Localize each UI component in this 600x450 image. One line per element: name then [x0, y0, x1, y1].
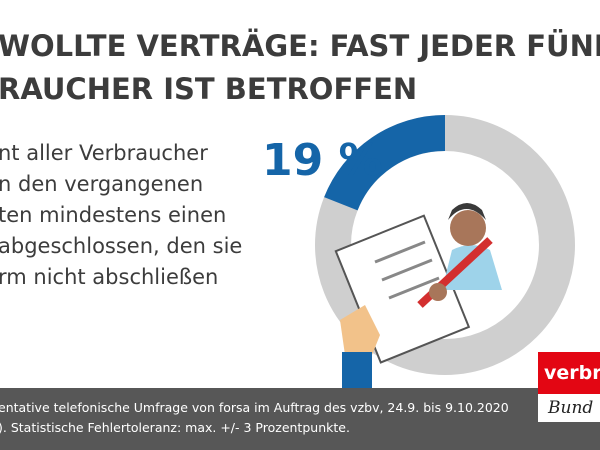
illustration — [334, 203, 502, 392]
footer-band — [0, 388, 600, 450]
value-label: 19 % — [262, 135, 383, 186]
body-line: nt aller Verbraucher — [0, 141, 208, 165]
logo-box — [538, 352, 600, 394]
footnote: ). Statistische Fehlertoleranz: max. +/-… — [0, 420, 350, 435]
logo-text: Bund — [547, 398, 593, 418]
body-line: ten mindestens einen — [0, 203, 226, 227]
body-line: rm nicht abschließen — [0, 265, 218, 289]
donut — [315, 115, 575, 375]
logo-box — [538, 394, 600, 422]
footnote: entative telefonische Umfrage von forsa … — [0, 400, 509, 415]
title-line: WOLLTE VERTRÄGE: FAST JEDER FÜNFTE — [0, 29, 600, 63]
title-line: RAUCHER IST BETROFFEN — [0, 72, 417, 106]
donut-segment — [324, 115, 446, 211]
body-line: abgeschlossen, den sie — [0, 234, 242, 258]
body-line: n den vergangenen — [0, 172, 203, 196]
logo-text: verbra — [544, 362, 600, 384]
